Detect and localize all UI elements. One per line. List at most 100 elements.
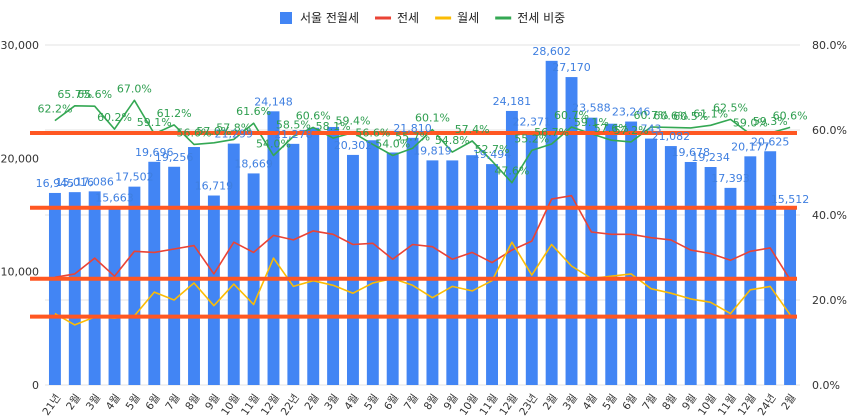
share-value-label: 54.0% (256, 138, 291, 151)
series-line-월세 (54, 241, 791, 326)
left-axis-tick-label: 0 (32, 379, 39, 392)
bar (664, 146, 677, 385)
share-value-label: 62.2% (37, 103, 72, 116)
x-tick-label: 10월 (458, 392, 481, 418)
share-value-label: 59.4% (335, 115, 370, 128)
share-value-label: 61.6% (236, 105, 271, 118)
left-axis-tick-label: 30,000 (1, 39, 40, 52)
bar (446, 160, 459, 385)
x-tick-label: 4월 (581, 392, 600, 412)
x-tick-label: 11월 (477, 392, 500, 418)
bar (108, 207, 121, 385)
bar (645, 138, 657, 385)
bar (545, 60, 558, 386)
share-value-label: 60.1% (415, 112, 450, 125)
x-tick-label: 6월 (144, 392, 163, 412)
x-tick-label: 5월 (124, 392, 143, 412)
x-tick-label: 7월 (402, 392, 421, 412)
share-value-label: 60.6% (773, 109, 808, 122)
bar-value-label: 20,302 (334, 139, 373, 152)
bar-value-label: 24,148 (254, 95, 293, 108)
bar-value-label: 15,512 (771, 193, 810, 206)
bar (267, 111, 280, 386)
bar (764, 151, 777, 385)
right-axis-tick-label: 40.0% (812, 209, 847, 222)
share-value-label: 56.6% (177, 126, 212, 139)
share-value-label: 54.0% (375, 138, 410, 151)
bar-value-label: 21,082 (652, 130, 691, 143)
bar (227, 143, 240, 385)
x-tick-label: 23년 (517, 392, 540, 418)
bar-value-label: 18,669 (234, 157, 273, 170)
bar (784, 209, 797, 385)
bar-value-label: 17,086 (75, 175, 114, 188)
share-value-label: 59.1% (137, 116, 172, 129)
bar (466, 155, 479, 385)
share-value-label: 57.6% (594, 122, 629, 135)
bar-value-label: 16,719 (195, 180, 234, 193)
x-tick-label: 5월 (601, 392, 620, 412)
bar (486, 164, 498, 385)
share-value-label: 52.7% (475, 143, 510, 156)
right-axis-tick-label: 20.0% (812, 294, 847, 307)
share-value-label: 47.6% (494, 165, 529, 178)
share-value-label: 60.6% (296, 109, 331, 122)
bar (605, 123, 618, 386)
bar-value-label: 23,588 (572, 102, 611, 115)
bar (48, 192, 61, 385)
share-value-label: 55.2% (514, 132, 549, 145)
share-value-label: 61.1% (693, 107, 728, 120)
bar-value-label: 15,663 (95, 191, 134, 204)
x-tick-label: 8월 (183, 392, 202, 412)
x-tick-label: 6월 (620, 392, 639, 412)
x-tick-label: 12월 (497, 392, 520, 418)
x-tick-label: 2월 (779, 392, 798, 412)
bar (426, 160, 439, 385)
share-value-label: 59.3% (753, 115, 788, 128)
bar-value-label: 19,256 (155, 151, 194, 164)
legend-label: 전세 (397, 11, 419, 25)
bar (366, 140, 379, 385)
x-tick-label: 2월 (64, 392, 83, 412)
bar (168, 166, 181, 385)
x-tick-label: 11월 (716, 392, 739, 418)
left-axis-tick-label: 20,000 (1, 152, 40, 165)
bar-value-label: 17,393 (711, 172, 750, 185)
share-value-label: 59.1% (574, 116, 609, 129)
x-tick-label: 12월 (259, 392, 282, 418)
x-tick-label: 8월 (660, 392, 679, 412)
x-tick-label: 22년 (279, 392, 302, 418)
x-tick-label: 4월 (342, 392, 361, 412)
bar (505, 110, 518, 385)
bar (744, 156, 757, 385)
x-tick-label: 3월 (84, 392, 103, 412)
bar-value-label: 23,246 (612, 106, 651, 119)
x-tick-label: 12월 (736, 392, 759, 418)
bar (188, 147, 200, 385)
bar-value-label: 21,299 (215, 128, 254, 141)
bar-value-label: 19,819 (413, 144, 452, 157)
bar (327, 126, 340, 385)
bar-value-label: 21,810 (393, 122, 432, 135)
bar-value-label: 19,678 (671, 146, 710, 159)
share-value-label: 60.6% (653, 109, 688, 122)
bar-value-label: 21,278 (274, 128, 313, 141)
x-tick-label: 3월 (322, 392, 341, 412)
x-tick-label: 8월 (422, 392, 441, 412)
bar (585, 117, 598, 385)
share-value-label: 54.8% (435, 134, 470, 147)
share-value-label: 59.0% (733, 116, 768, 129)
share-value-label: 56.6% (355, 126, 390, 139)
left-axis-tick-label: 10,000 (1, 266, 40, 279)
share-value-label: 65.7% (57, 88, 92, 101)
bar-value-label: 20,177 (731, 140, 770, 153)
bar-value-label: 743 (640, 123, 661, 136)
bar (88, 191, 101, 385)
share-value-label: 57.8% (216, 121, 251, 134)
bar-value-label: 24,181 (493, 95, 532, 108)
share-value-label: 57.0% (196, 125, 231, 138)
share-value-label: 55.7% (395, 130, 430, 143)
bar (287, 143, 300, 385)
